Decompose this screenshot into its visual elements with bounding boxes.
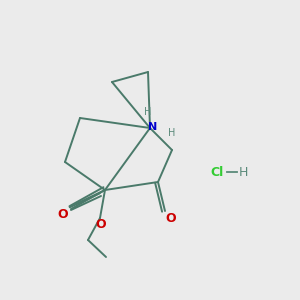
Text: H: H [144, 107, 152, 117]
Text: H: H [168, 128, 176, 138]
Text: O: O [166, 212, 176, 224]
Text: H: H [239, 166, 248, 178]
Text: N: N [148, 122, 158, 132]
Text: O: O [58, 208, 68, 221]
Text: Cl: Cl [210, 166, 223, 178]
Text: O: O [96, 218, 106, 232]
